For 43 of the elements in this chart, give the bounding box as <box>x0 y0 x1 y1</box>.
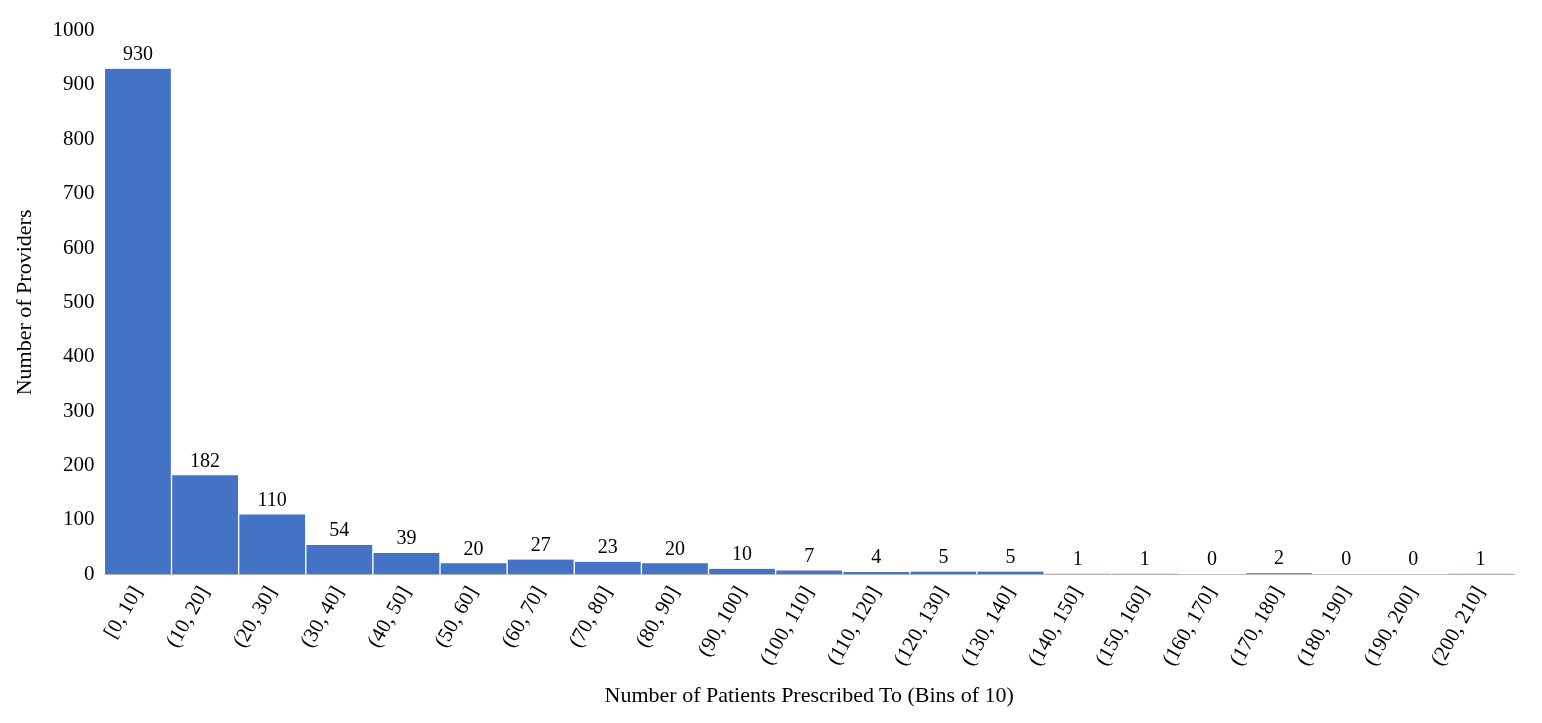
data-label: 7 <box>804 543 815 566</box>
y-axis-title: Number of Providers <box>10 209 36 396</box>
data-label: 0 <box>1341 547 1352 570</box>
x-tick-label: (60, 70] <box>495 581 550 652</box>
data-label: 23 <box>597 534 618 557</box>
data-label: 54 <box>329 518 350 541</box>
y-tick-label: 600 <box>62 234 95 259</box>
y-tick-label: 400 <box>62 343 95 368</box>
y-tick-label: 100 <box>62 506 95 531</box>
x-tick-label: (10, 20] <box>160 581 215 652</box>
data-label: 110 <box>257 487 287 510</box>
data-label: 1 <box>1072 546 1083 569</box>
y-tick-label: 800 <box>62 125 95 150</box>
data-label: 5 <box>938 544 949 567</box>
data-label: 0 <box>1408 547 1419 570</box>
data-label: 930 <box>122 41 153 64</box>
data-label: 39 <box>396 526 417 549</box>
x-tick-label: (80, 90] <box>630 581 685 652</box>
x-axis-title: Number of Patients Prescribed To (Bins of 10) <box>604 681 1014 707</box>
x-tick-label: (30, 40] <box>294 581 349 652</box>
data-label: 20 <box>463 536 484 559</box>
x-tick-label: (40, 50] <box>361 581 416 652</box>
data-label: 2 <box>1274 546 1285 569</box>
y-tick-label: 500 <box>62 288 95 313</box>
y-tick-label: 700 <box>62 180 95 205</box>
data-label: 1 <box>1139 546 1150 569</box>
x-tick-label: (20, 30] <box>227 581 282 652</box>
data-label: 1 <box>1475 546 1486 569</box>
data-label: 27 <box>530 532 551 555</box>
data-label: 4 <box>871 545 882 568</box>
y-tick-label: 0 <box>83 560 95 585</box>
x-tick-label: (70, 80] <box>562 581 617 652</box>
y-tick-label: 200 <box>62 452 95 477</box>
data-label: 20 <box>664 536 685 559</box>
y-tick-label: 900 <box>62 71 95 96</box>
x-tick-label: (50, 60] <box>428 581 483 652</box>
x-tick-label: [0, 10] <box>98 581 148 643</box>
y-tick-label: 300 <box>62 397 95 422</box>
data-label: 182 <box>190 448 221 471</box>
data-label: 5 <box>1005 544 1016 567</box>
data-label: 10 <box>732 542 753 565</box>
y-tick-label: 1000 <box>52 17 95 42</box>
data-label: 0 <box>1206 547 1217 570</box>
